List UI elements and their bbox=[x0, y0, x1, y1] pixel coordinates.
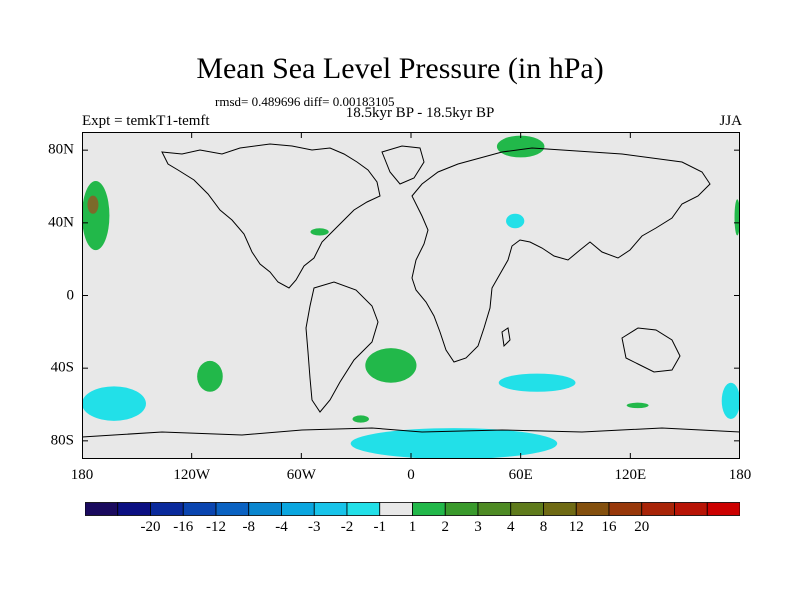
colorbar-swatch bbox=[150, 502, 184, 516]
colorbar-swatch bbox=[313, 502, 348, 516]
anomaly-region-2 bbox=[496, 135, 545, 158]
colorbar-label: -4 bbox=[275, 519, 288, 535]
colorbar-label: 3 bbox=[474, 519, 482, 535]
anomaly-region-0 bbox=[82, 181, 110, 251]
anomaly-region-3 bbox=[310, 228, 329, 236]
anomaly-region-6 bbox=[365, 348, 417, 383]
colorbar-swatch bbox=[477, 502, 512, 516]
y-tick-label: 40S bbox=[50, 359, 74, 376]
colorbar-label: -2 bbox=[340, 519, 354, 535]
anomaly-region-12 bbox=[350, 428, 558, 459]
x-tick-label: 60E bbox=[508, 467, 533, 483]
season-label: JJA bbox=[719, 113, 742, 129]
colorbar-swatch bbox=[412, 502, 446, 516]
anomaly-region-13 bbox=[721, 382, 740, 420]
anomaly-region-9 bbox=[506, 213, 525, 229]
colorbar-swatch bbox=[575, 502, 610, 516]
colorbar-swatch bbox=[706, 502, 740, 516]
x-tick-label: 180 bbox=[728, 467, 752, 483]
colorbar bbox=[85, 502, 740, 516]
x-tick-label: 120W bbox=[173, 467, 210, 483]
chart-title: Mean Sea Level Pressure (in hPa) bbox=[196, 52, 604, 85]
colorbar-label: 16 bbox=[601, 519, 617, 535]
colorbar-label: 4 bbox=[507, 519, 515, 535]
map-plot bbox=[82, 132, 740, 459]
colorbar-swatch bbox=[346, 502, 381, 516]
colorbar-label: 1 bbox=[408, 519, 417, 535]
period-label: 18.5kyr BP - 18.5kyr BP bbox=[345, 105, 495, 121]
anomaly-region-8 bbox=[352, 415, 369, 423]
colorbar-swatch bbox=[281, 502, 315, 516]
colorbar-label: -3 bbox=[308, 519, 321, 535]
anomaly-region-11 bbox=[498, 373, 576, 392]
experiment-label: Expt = temkT1-temft bbox=[82, 113, 210, 129]
colorbar-label: -12 bbox=[206, 519, 226, 535]
colorbar-label: 8 bbox=[539, 519, 548, 535]
coastlines bbox=[82, 143, 740, 438]
colorbar-label: -1 bbox=[373, 519, 387, 535]
colorbar-swatch bbox=[182, 502, 217, 516]
anomaly-region-7 bbox=[626, 402, 649, 409]
colorbar-swatch bbox=[248, 502, 282, 516]
x-tick-label: 0 bbox=[407, 467, 415, 483]
colorbar-swatch bbox=[117, 502, 151, 516]
y-tick-label: 80N bbox=[48, 141, 74, 158]
anomaly-region-10 bbox=[82, 386, 146, 421]
colorbar-label: -16 bbox=[173, 519, 194, 535]
colorbar-label: -8 bbox=[242, 519, 256, 535]
colorbar-swatch bbox=[444, 502, 479, 516]
colorbar-swatch bbox=[641, 502, 675, 516]
colorbar-label: 2 bbox=[441, 519, 450, 535]
anomaly-region-1 bbox=[87, 195, 99, 214]
anomaly-region-5 bbox=[197, 360, 223, 392]
x-tick-label: 180 bbox=[70, 467, 94, 483]
map-frame bbox=[82, 132, 740, 459]
colorbar-swatch bbox=[379, 502, 413, 516]
y-tick-label: 40N bbox=[48, 214, 74, 231]
colorbar-label: 20 bbox=[634, 519, 650, 535]
x-tick-label: 60W bbox=[286, 467, 316, 483]
colorbar-swatch bbox=[608, 502, 643, 516]
anomaly-layer bbox=[82, 135, 740, 459]
colorbar-swatch bbox=[543, 502, 577, 516]
y-tick-label: 80S bbox=[50, 432, 74, 449]
rmsd-diff-stats: rmsd= 0.489696 diff= 0.00183105 bbox=[215, 94, 395, 109]
colorbar-swatch bbox=[85, 502, 119, 516]
x-tick-label: 120E bbox=[614, 467, 647, 483]
colorbar-swatch bbox=[215, 502, 250, 516]
colorbar-label: -20 bbox=[140, 519, 161, 535]
colorbar-swatch bbox=[674, 502, 708, 516]
y-tick-label: 0 bbox=[66, 287, 75, 303]
map-background bbox=[82, 132, 740, 459]
colorbar-label: 12 bbox=[568, 519, 584, 535]
colorbar-swatch bbox=[510, 502, 544, 516]
anomaly-region-4 bbox=[734, 199, 740, 236]
